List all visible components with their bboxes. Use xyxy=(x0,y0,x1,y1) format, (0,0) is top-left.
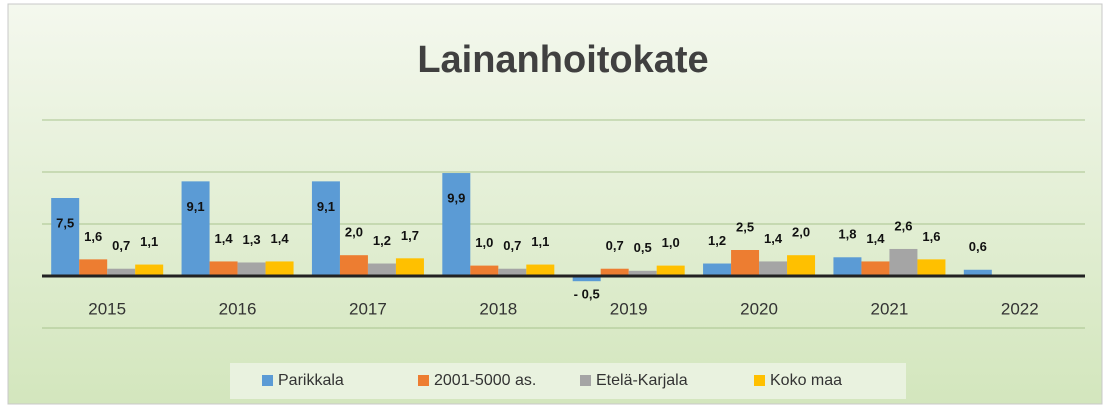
x-tick-label: 2016 xyxy=(219,299,257,318)
bar xyxy=(265,261,294,276)
bar xyxy=(861,261,890,276)
bar xyxy=(395,258,424,276)
data-label: 0,5 xyxy=(634,240,652,255)
bar xyxy=(107,268,136,276)
data-label: 0,6 xyxy=(969,239,987,254)
data-label: 2,5 xyxy=(736,219,754,234)
data-label: 9,9 xyxy=(447,190,465,205)
bar xyxy=(731,250,760,276)
x-tick-label: 2020 xyxy=(740,299,778,318)
data-label: 1,6 xyxy=(922,229,940,244)
x-tick-label: 2021 xyxy=(871,299,909,318)
chart-title: Lainanhoitokate xyxy=(417,39,708,81)
bar xyxy=(759,261,788,276)
legend-swatch xyxy=(754,375,765,386)
data-label: 1,4 xyxy=(271,231,290,246)
bar xyxy=(339,255,368,276)
data-label: 1,6 xyxy=(84,229,102,244)
bar xyxy=(628,270,657,276)
bar xyxy=(367,263,396,276)
data-label: 1,0 xyxy=(662,235,680,250)
bar xyxy=(237,262,266,276)
bar xyxy=(917,259,946,276)
data-label: 9,1 xyxy=(187,199,205,214)
data-label: 0,7 xyxy=(112,238,130,253)
data-label: 2,6 xyxy=(894,218,912,233)
legend-swatch xyxy=(262,375,273,386)
data-label: 1,4 xyxy=(764,231,783,246)
bar xyxy=(79,259,108,276)
data-label: 1,4 xyxy=(215,231,234,246)
legend-label: Etelä-Karjala xyxy=(596,372,688,389)
bar xyxy=(600,268,629,276)
data-label: 1,4 xyxy=(866,231,885,246)
data-label: 1,1 xyxy=(140,234,158,249)
bar xyxy=(572,276,601,282)
legend-swatch xyxy=(418,375,429,386)
bar xyxy=(833,257,862,276)
bar xyxy=(311,181,340,276)
data-label: 2,0 xyxy=(345,225,363,240)
bar xyxy=(181,181,210,276)
bar xyxy=(963,269,992,276)
data-label: 1,1 xyxy=(531,234,549,249)
legend-swatch xyxy=(580,375,591,386)
data-label: 1,3 xyxy=(243,232,261,247)
x-tick-label: 2022 xyxy=(1001,299,1039,318)
legend-label: Koko maa xyxy=(770,372,842,389)
data-label: 1,2 xyxy=(708,233,726,248)
data-label: 1,8 xyxy=(838,227,856,242)
data-label: - 0,5 xyxy=(574,287,600,302)
bar xyxy=(209,261,238,276)
x-tick-label: 2019 xyxy=(610,299,648,318)
bar xyxy=(889,248,918,276)
data-label: 0,7 xyxy=(606,238,624,253)
bar xyxy=(787,255,816,276)
data-label: 1,2 xyxy=(373,233,391,248)
legend-box xyxy=(230,363,906,399)
data-label: 1,7 xyxy=(401,228,419,243)
bar xyxy=(656,265,685,276)
bar xyxy=(498,268,527,276)
legend-label: Parikkala xyxy=(278,372,344,389)
data-label: 0,7 xyxy=(503,238,521,253)
legend-label: 2001-5000 as. xyxy=(434,372,536,389)
bar xyxy=(470,265,499,276)
data-label: 2,0 xyxy=(792,225,810,240)
data-label: 7,5 xyxy=(56,215,74,230)
bar xyxy=(442,173,471,276)
bar xyxy=(526,264,555,276)
x-tick-label: 2015 xyxy=(88,299,126,318)
bar xyxy=(703,263,732,276)
x-tick-label: 2018 xyxy=(479,299,517,318)
data-label: 9,1 xyxy=(317,199,335,214)
x-tick-label: 2017 xyxy=(349,299,387,318)
bar xyxy=(135,264,164,276)
data-label: 1,0 xyxy=(475,235,493,250)
bar xyxy=(51,198,80,276)
